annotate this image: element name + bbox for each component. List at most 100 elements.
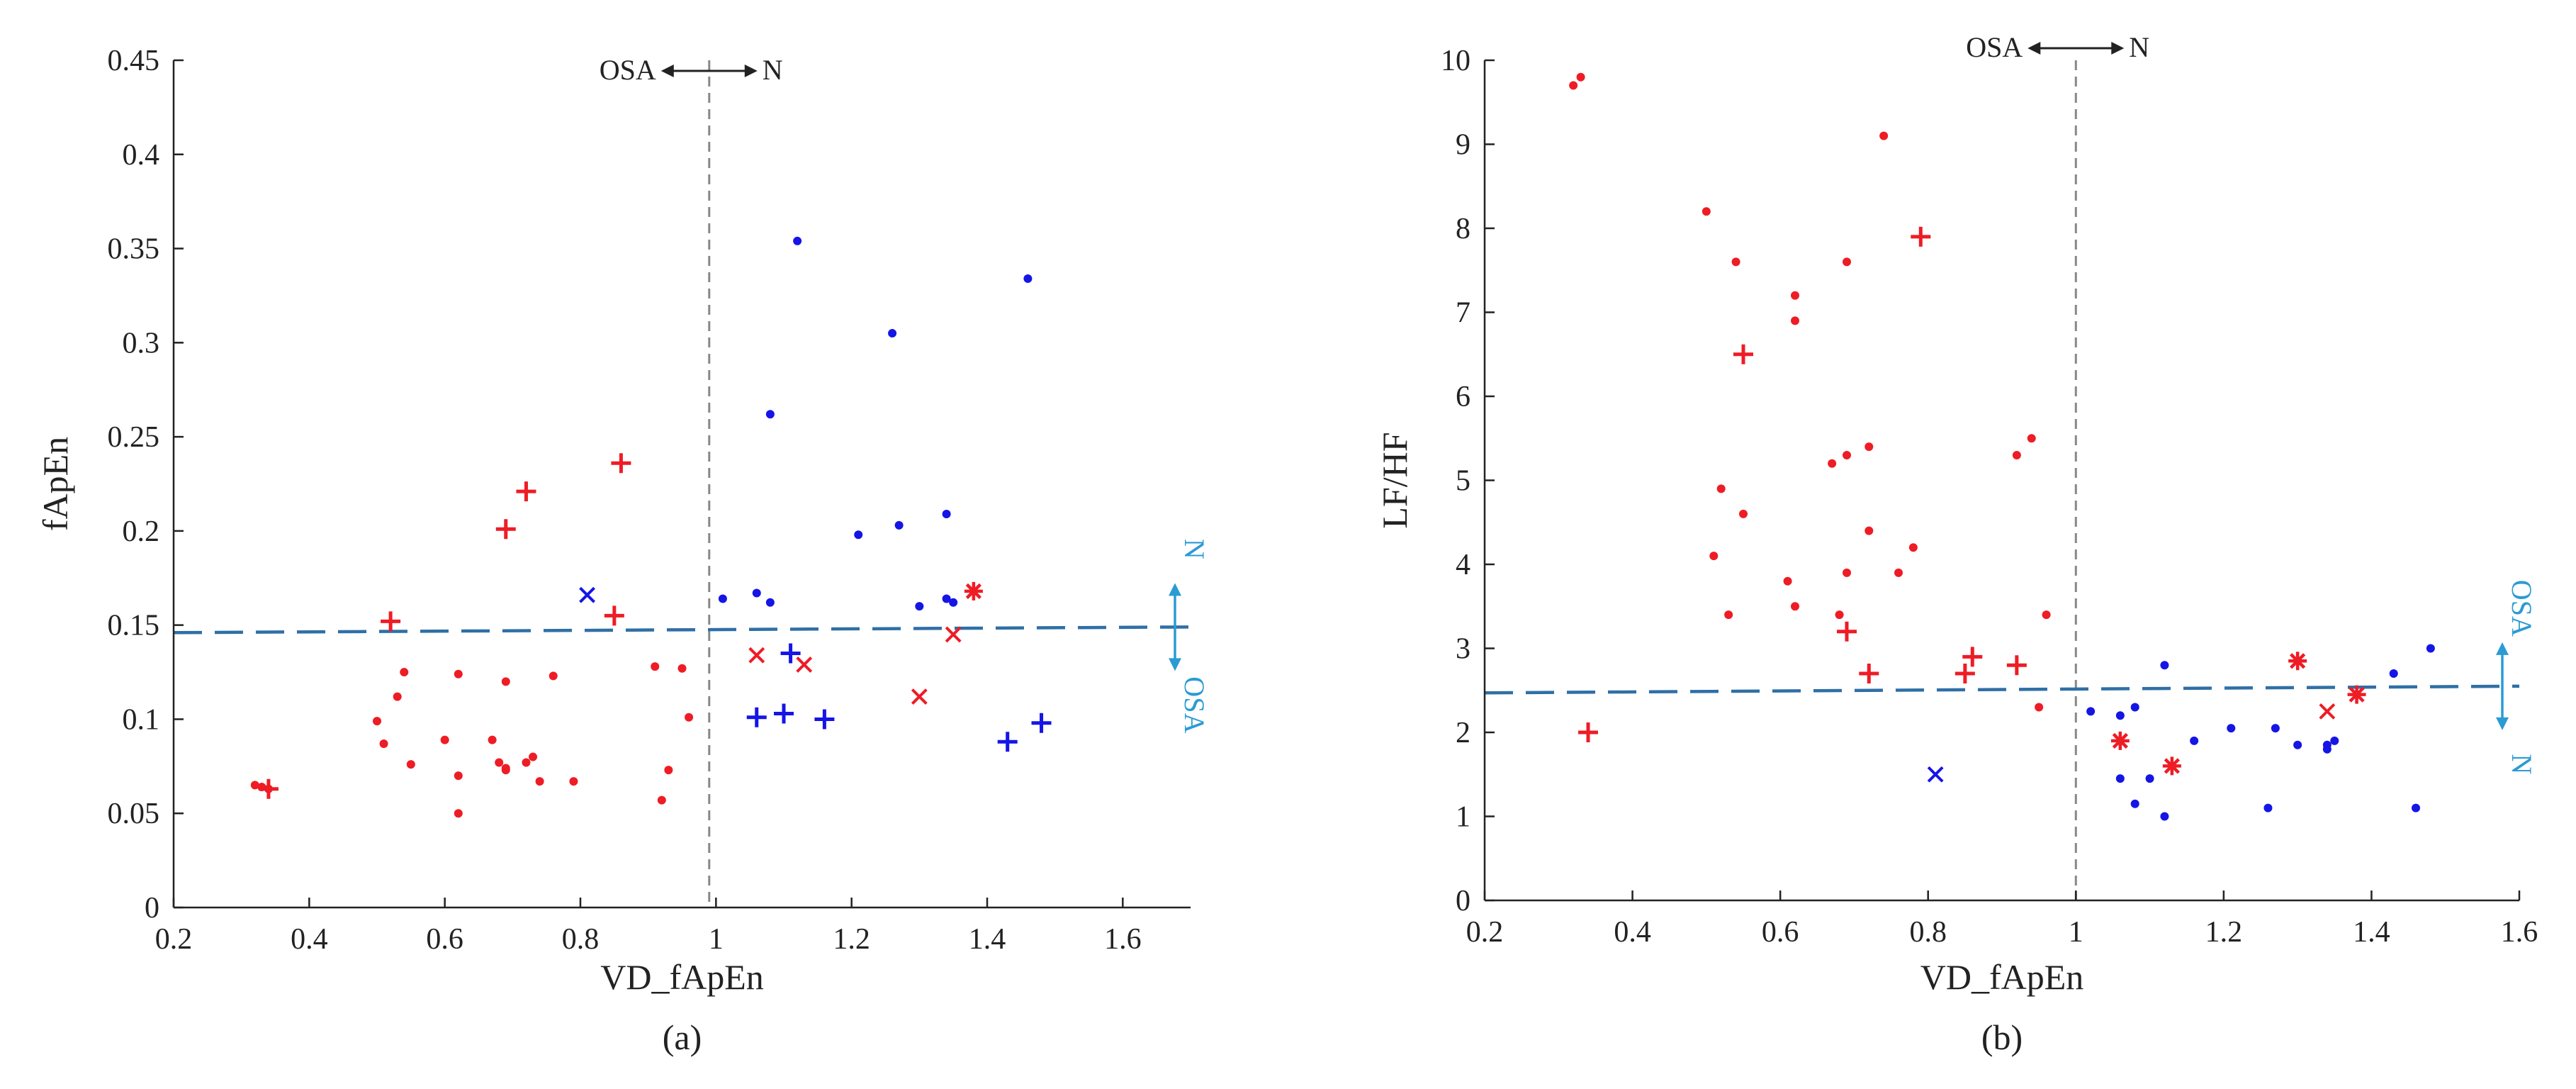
side-annotation-lower-b: N [2506, 754, 2538, 774]
osa-dot-point-b [2012, 450, 2021, 459]
y-tick-label-b: 3 [1456, 633, 1470, 666]
osa-plus-point-b [1955, 664, 1975, 684]
normal-dot-point-b [2190, 736, 2199, 745]
osa-dot-point-b [1783, 576, 1792, 586]
osa-dot-point-b [1791, 602, 1799, 611]
normal-dot-point-b [2412, 803, 2420, 812]
normal-dot-point-a [752, 588, 761, 598]
normal-dot-point-b [2293, 740, 2302, 749]
top-annotation-osa-a: OSA [600, 54, 656, 86]
normal-plus-point-a [997, 732, 1018, 752]
panel-caption-a: (a) [663, 1017, 702, 1057]
osa-dot-point-b [1791, 291, 1799, 300]
y-tick-label-a: 0.3 [123, 327, 160, 359]
normal-dot-point-b [2227, 724, 2236, 733]
top-annotation-n-a: N [763, 54, 783, 86]
top-annotation-a: OSA N [600, 54, 783, 86]
osa-x-point-a [945, 626, 962, 643]
osa-dot-point-a [488, 735, 497, 744]
osa-dot-point-b [1791, 316, 1799, 325]
x-tick-label-b: 1.4 [2353, 916, 2390, 949]
osa-dot-point-a [657, 795, 666, 805]
osa-dot-point-b [1908, 543, 1918, 552]
x-tick-label-b: 0.4 [1614, 916, 1651, 949]
y-tick-label-b: 4 [1456, 549, 1470, 581]
x-tick-label-a: 1 [709, 923, 724, 956]
normal-dot-point-a [915, 602, 924, 611]
normal-plus-point-a [774, 703, 794, 724]
osa-dot-point-a [651, 662, 660, 671]
normal-dot-point-b [2115, 711, 2125, 720]
osa-dot-point-b [1724, 610, 1733, 620]
x-tick-label-a: 0.4 [291, 923, 328, 956]
osa-dot-point-a [677, 664, 687, 673]
x-tick-label-a: 0.6 [426, 923, 463, 956]
y-tick-label-b: 10 [1441, 45, 1470, 77]
y-tick-label-b: 2 [1456, 717, 1470, 749]
osa-dot-point-b [2035, 703, 2044, 712]
osa-dot-point-a [440, 735, 449, 744]
y-axis-label-b: LF/HF [1375, 432, 1414, 528]
x-tick-label-b: 0.2 [1466, 916, 1504, 949]
osa-star-point-b [2110, 731, 2130, 750]
normal-dot-point-b [2330, 736, 2339, 745]
osa-plus-point-b [2006, 655, 2027, 676]
osa-star-point-b [2288, 652, 2307, 671]
y-tick-label-b: 7 [1456, 297, 1470, 330]
x-axis-label-a: VD_fApEn [600, 957, 764, 997]
top-annotation-b: OSA N [1966, 31, 2149, 63]
osa-dot-point-b [1828, 459, 1837, 468]
osa-x-point-b [2319, 703, 2336, 720]
normal-dot-point-a [894, 520, 904, 530]
vertical-double-arrow-icon-a [1169, 583, 1181, 671]
osa-dot-point-a [373, 717, 381, 726]
osa-star-point-a [964, 581, 983, 601]
osa-dot-point-a [400, 668, 409, 677]
vertical-double-arrow-icon-b [2496, 642, 2509, 730]
osa-plus-point-a [495, 519, 516, 540]
osa-dot-point-a [454, 669, 463, 678]
chart-panel-a: 0.2 0.4 0.6 0.8 1 1.2 1.4 1.6 0 0.05 0.1 0.15 0.2 0.2… [35, 45, 1210, 1057]
side-annotation-b: OSA N [2496, 580, 2538, 774]
arrow-head-left-b [2027, 42, 2041, 55]
x-tick-label-b: 1 [2069, 916, 2083, 949]
normal-x-point-b [1927, 766, 1944, 783]
normal-plus-point-a [780, 643, 801, 664]
osa-dot-point-a [501, 677, 510, 686]
osa-dot-point-b [1716, 484, 1726, 493]
osa-dot-point-b [1576, 72, 1585, 82]
osa-dot-point-b [1864, 442, 1874, 452]
y-tick-label-b: 0 [1456, 885, 1470, 917]
osa-dot-point-b [2027, 434, 2036, 443]
normal-dot-point-a [793, 236, 802, 245]
panel-caption-b: (b) [1981, 1017, 2023, 1057]
y-tick-label-a: 0.1 [123, 703, 160, 736]
x-tick-label-a: 0.2 [155, 923, 193, 956]
osa-star-point-b [2162, 756, 2181, 776]
osa-dot-point-a [685, 713, 694, 722]
osa-star-point-b [2347, 685, 2366, 704]
normal-plus-point-a [746, 707, 767, 727]
normal-dot-point-a [765, 410, 775, 419]
y-tick-label-a: 0.15 [108, 610, 160, 642]
x-tick-label-a: 1.4 [969, 923, 1006, 956]
osa-dot-point-b [1731, 257, 1740, 267]
osa-dot-point-a [379, 739, 388, 748]
normal-dot-point-a [1023, 274, 1033, 284]
normal-dot-point-a [942, 509, 951, 518]
x-tick-label-a: 0.8 [562, 923, 600, 956]
top-annotation-n-b: N [2129, 31, 2149, 63]
x-tick-label-a: 1.6 [1104, 923, 1142, 956]
normal-dot-point-a [888, 329, 897, 338]
normal-plus-point-a [814, 709, 835, 730]
osa-plus-point-b [1962, 647, 1983, 667]
normal-plus-point-a [1031, 713, 1052, 733]
y-tick-label-a: 0 [145, 892, 159, 925]
osa-x-point-a [911, 688, 928, 705]
osa-dot-point-b [1739, 509, 1748, 518]
osa-x-point-a [748, 647, 765, 664]
osa-dot-point-a [522, 758, 531, 767]
osa-dot-point-a [250, 781, 259, 790]
x-tick-label-b: 0.8 [1909, 916, 1947, 949]
